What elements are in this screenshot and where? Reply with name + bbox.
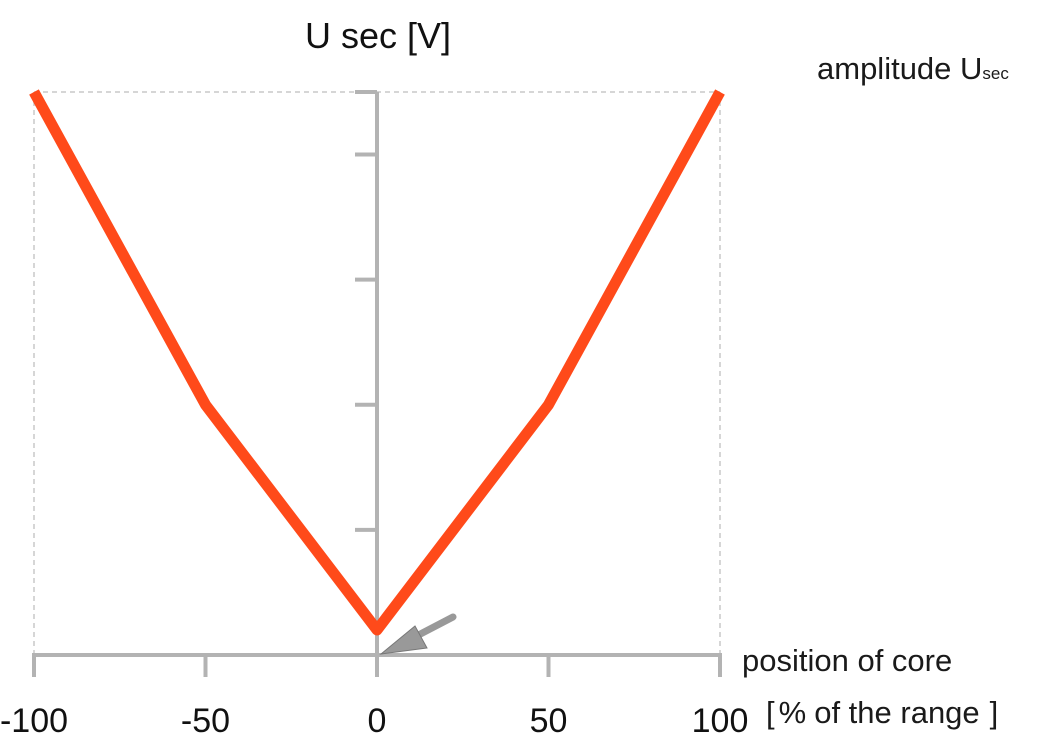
arrow-head bbox=[379, 625, 428, 655]
annotation-amplitude-sub: sec bbox=[982, 64, 1009, 83]
annotation-amplitude: amplitude Usec bbox=[817, 51, 1009, 86]
x-tick-label-1: -50 bbox=[181, 702, 230, 740]
x-axis-label-bracket-close: ] bbox=[990, 695, 999, 730]
y-axis-label: U sec [V] bbox=[305, 15, 451, 56]
x-tick-label-2: 0 bbox=[368, 702, 387, 740]
x-axis-label-line2: [% of the range] bbox=[766, 695, 998, 730]
x-tick-label-3: 50 bbox=[530, 702, 568, 740]
x-tick-label-0: -100 bbox=[0, 702, 68, 740]
x-axis-label-line1: position of core bbox=[742, 643, 952, 678]
zero-point-arrow bbox=[379, 613, 457, 655]
annotation-amplitude-main: amplitude U bbox=[817, 51, 982, 86]
series-layer bbox=[29, 89, 725, 636]
axes bbox=[32, 90, 722, 677]
labels-layer: U sec [V] amplitude Usec position of cor… bbox=[305, 15, 1009, 730]
x-axis-label-bracket-open: [ bbox=[766, 695, 775, 730]
x-tick-labels: -100 -50 0 50 100 bbox=[0, 702, 748, 740]
x-tick-label-4: 100 bbox=[692, 702, 749, 740]
x-axis-label-text: of the range bbox=[814, 695, 979, 730]
x-axis-label-percent: % bbox=[779, 695, 807, 730]
